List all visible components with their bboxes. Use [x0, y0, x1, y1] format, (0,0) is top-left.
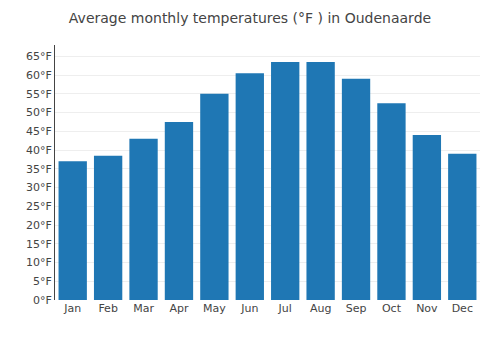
- svg-text:Sep: Sep: [346, 302, 367, 315]
- svg-text:20°F: 20°F: [26, 219, 52, 232]
- svg-text:5°F: 5°F: [33, 275, 52, 288]
- svg-text:65°F: 65°F: [26, 50, 52, 63]
- svg-text:Dec: Dec: [452, 302, 473, 315]
- svg-text:55°F: 55°F: [26, 88, 52, 101]
- svg-text:Jul: Jul: [278, 302, 292, 315]
- svg-text:40°F: 40°F: [26, 144, 52, 157]
- svg-text:Mar: Mar: [133, 302, 154, 315]
- svg-text:Average monthly temperatures (: Average monthly temperatures (°F ) in Ou…: [69, 10, 431, 26]
- svg-text:Feb: Feb: [98, 302, 117, 315]
- svg-text:50°F: 50°F: [26, 106, 52, 119]
- svg-text:Jun: Jun: [240, 302, 258, 315]
- svg-text:30°F: 30°F: [26, 181, 52, 194]
- svg-text:45°F: 45°F: [26, 125, 52, 138]
- svg-text:60°F: 60°F: [26, 69, 52, 82]
- svg-text:Jan: Jan: [63, 302, 81, 315]
- svg-text:Aug: Aug: [310, 302, 331, 315]
- svg-text:May: May: [203, 302, 226, 315]
- svg-text:15°F: 15°F: [26, 238, 52, 251]
- svg-text:Nov: Nov: [416, 302, 438, 315]
- svg-text:0°F: 0°F: [33, 294, 52, 307]
- svg-text:25°F: 25°F: [26, 200, 52, 213]
- svg-text:Apr: Apr: [169, 302, 189, 315]
- svg-text:10°F: 10°F: [26, 256, 52, 269]
- svg-text:35°F: 35°F: [26, 163, 52, 176]
- svg-text:Oct: Oct: [382, 302, 402, 315]
